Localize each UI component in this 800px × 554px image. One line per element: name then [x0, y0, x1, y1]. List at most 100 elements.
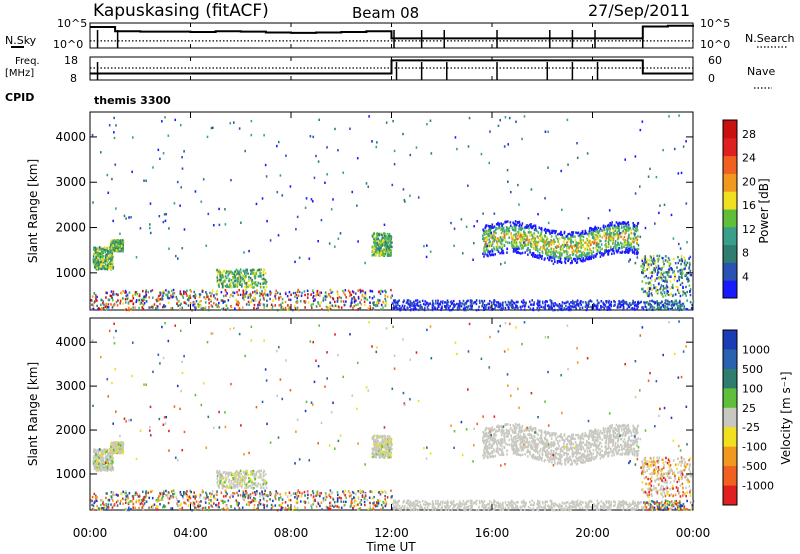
power-echo [113, 136, 116, 140]
power-echo [491, 248, 493, 251]
power-echo [572, 232, 574, 235]
power-echo [360, 289, 362, 293]
power-echo [626, 222, 629, 225]
power-echo [143, 302, 146, 305]
power-echo [492, 226, 495, 229]
velocity-echo [558, 506, 560, 509]
power-echo [619, 302, 621, 306]
power-echo [580, 246, 582, 250]
velocity-echo [342, 490, 344, 493]
power-echo [159, 302, 161, 306]
power-echo [530, 242, 532, 246]
power-echo [187, 298, 190, 302]
power-echo [128, 291, 131, 294]
velocity-echo [442, 500, 444, 503]
power-echo [263, 134, 265, 137]
velocity-echo [224, 508, 227, 512]
velocity-echo [125, 491, 127, 495]
power-echo [657, 269, 659, 272]
power-echo [419, 303, 422, 307]
power-echo [500, 231, 503, 235]
power-echo [459, 301, 461, 305]
power-echo [254, 281, 257, 284]
power-echo [654, 261, 657, 265]
power-echo [91, 303, 93, 306]
power-echo [552, 302, 555, 305]
power-echo [294, 307, 297, 310]
velocity-echo [135, 499, 138, 502]
power-echo [656, 307, 659, 310]
power-echo [148, 226, 151, 230]
power-echo [545, 248, 548, 252]
power-echo [512, 305, 515, 309]
power-echo [518, 228, 521, 231]
power-echo [117, 248, 120, 252]
power-echo [453, 303, 456, 306]
power-echo [97, 259, 99, 262]
power-echo [329, 288, 332, 292]
power-echo [150, 305, 153, 309]
power-echo [436, 302, 439, 305]
velocity-echo [544, 503, 547, 507]
power-echo [633, 304, 636, 307]
power-echo [595, 254, 597, 257]
power-echo [633, 234, 636, 237]
power-echo [620, 225, 623, 228]
power-echo [210, 126, 213, 130]
velocity-echo [416, 504, 419, 507]
power-echo [457, 305, 459, 309]
velocity-echo [369, 507, 372, 510]
power-echo [559, 259, 562, 262]
velocity-echo [589, 499, 592, 503]
power-echo [274, 304, 277, 307]
power-echo [543, 305, 546, 309]
power-echo [511, 244, 513, 248]
power-echo [245, 275, 247, 278]
velocity-echo [110, 491, 113, 494]
power-echo [312, 302, 315, 306]
nave-right-tick-bottom: 0 [708, 72, 715, 85]
velocity-echo [437, 504, 440, 508]
power-echo [243, 251, 245, 254]
power-echo [385, 302, 388, 305]
power-echo [571, 231, 573, 234]
power-echo [680, 171, 683, 175]
velocity-echo [310, 506, 313, 510]
power-echo [485, 229, 487, 233]
power-echo [387, 250, 389, 253]
power-echo [592, 229, 595, 232]
power-echo [584, 241, 586, 244]
power-echo [633, 248, 636, 251]
velocity-echo [633, 504, 636, 508]
power-echo [130, 307, 132, 311]
power-echo [241, 306, 244, 309]
velocity-echo [516, 506, 518, 509]
range-tick-label: 3000 [55, 175, 86, 189]
power-echo [356, 157, 359, 160]
velocity-echo [307, 493, 309, 497]
power-echo [237, 279, 239, 282]
power-echo [495, 304, 498, 307]
velocity-echo [613, 500, 615, 503]
power-echo [518, 203, 520, 206]
velocity-echo [159, 494, 162, 497]
power-echo [628, 250, 630, 254]
power-echo [557, 308, 559, 312]
power-echo [251, 270, 253, 273]
velocity-echo [381, 491, 384, 494]
power-echo [177, 304, 180, 307]
power-echo [437, 302, 440, 306]
power-echo [564, 257, 567, 261]
power-echo [420, 305, 422, 309]
power-echo [530, 232, 533, 235]
power-echo [603, 234, 606, 237]
power-echo [402, 188, 405, 191]
power-echo [555, 236, 558, 239]
power-echo [372, 301, 374, 305]
power-echo [625, 302, 628, 305]
power-echo [632, 226, 635, 230]
power-echo [120, 247, 122, 251]
power-echo [623, 245, 626, 248]
power-echo [598, 230, 601, 233]
power-echo [290, 293, 292, 297]
